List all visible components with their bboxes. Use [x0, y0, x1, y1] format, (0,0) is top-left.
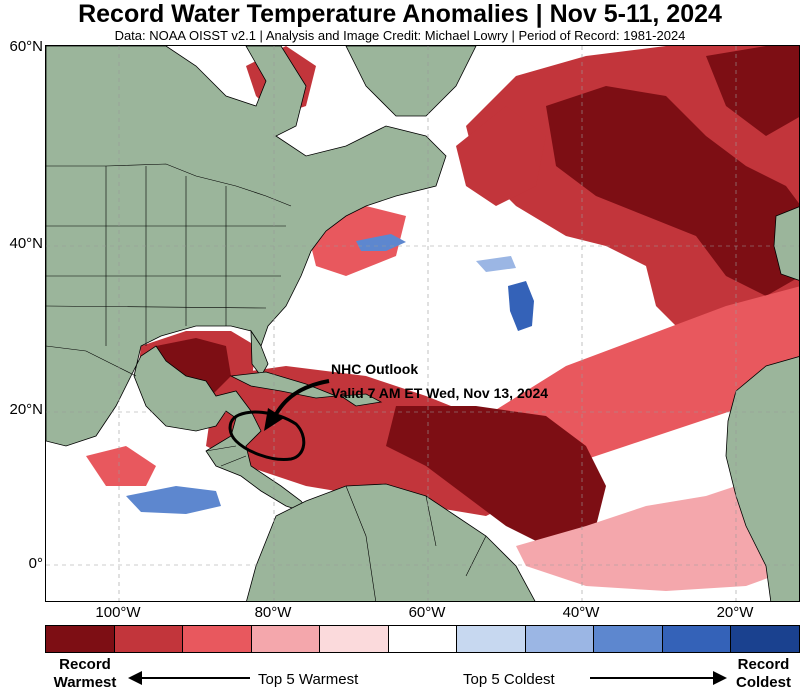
lon-label-20w: 20°W — [716, 604, 754, 621]
border-us-mexico — [46, 345, 137, 377]
lon-label-60w: 60°W — [408, 604, 446, 621]
border-states-1 — [105, 166, 227, 346]
border-central-america — [205, 445, 247, 467]
land-iberia — [773, 206, 799, 281]
nhc-outlook-valid-time: Valid 7 AM ET Wed, Nov 13, 2024 — [331, 385, 548, 401]
political-borders — [46, 163, 487, 601]
anomaly-map: NHC Outlook Valid 7 AM ET Wed, Nov 13, 2… — [46, 46, 799, 601]
land-cuba — [229, 371, 337, 399]
border-states-2 — [46, 225, 286, 309]
record-warm-north-atlantic — [546, 86, 799, 296]
legend-right-line2: Coldest — [735, 674, 791, 691]
scale-cell-3 — [251, 626, 321, 652]
scale-cell-10 — [731, 626, 800, 652]
scale-cell-7 — [525, 626, 595, 652]
lon-label-40w: 40°W — [562, 604, 600, 621]
legend-top5-warmest: Top 5 Warmest — [258, 671, 359, 688]
color-scale — [45, 625, 800, 653]
record-warm-northeast — [706, 46, 799, 136]
lat-label-20n: 20°N — [9, 401, 43, 418]
land-florida — [250, 329, 269, 377]
legend-left-line1: Record — [59, 656, 111, 673]
nhc-outlook-arrowhead — [264, 408, 284, 431]
scale-cell-2 — [183, 626, 252, 652]
border-south-america — [345, 485, 487, 601]
land-masses — [46, 46, 799, 601]
chart-subtitle: Data: NOAA OISST v2.1 | Analysis and Ima… — [114, 28, 686, 43]
lon-label-100w: 100°W — [95, 604, 141, 621]
graticule — [46, 46, 799, 601]
lat-label-60n: 60°N — [9, 38, 43, 55]
scale-cell-9 — [662, 626, 732, 652]
land-hispaniola — [339, 393, 383, 407]
cold-anomaly-gulf-stream — [356, 234, 406, 251]
land-north-america — [46, 46, 447, 515]
scale-cell-6 — [457, 626, 526, 652]
chart-title: Record Water Temperature Anomalies | Nov… — [78, 0, 722, 28]
arrow-right-head — [713, 671, 727, 685]
legend-left-line2: Warmest — [53, 674, 117, 691]
warm-anomaly-south-atlantic — [516, 466, 799, 591]
record-warm-central-atlantic — [386, 406, 606, 546]
cold-anomaly-areas — [126, 234, 534, 514]
scale-cell-4 — [320, 626, 389, 652]
scale-cell-8 — [594, 626, 663, 652]
legend-record-warmest: Record Warmest — [45, 656, 125, 692]
cold-anomaly-pacific — [126, 486, 221, 514]
land-greenland — [345, 46, 477, 117]
lat-label-0: 0° — [28, 555, 43, 572]
map-panel: NHC Outlook Valid 7 AM ET Wed, Nov 13, 2… — [45, 45, 800, 602]
land-south-america — [246, 483, 536, 601]
cold-anomaly-central-atlantic — [508, 281, 534, 331]
warm-anomaly-subtropical-band — [486, 286, 799, 466]
nhc-outlook-title: NHC Outlook — [331, 361, 418, 377]
warm-anomaly-labrador — [456, 106, 546, 206]
nhc-outlook-arrow — [272, 379, 330, 419]
cold-anomaly-east — [476, 256, 516, 272]
arrow-right-shaft — [590, 677, 715, 679]
land-west-africa — [725, 356, 799, 601]
arrow-left-head — [128, 671, 142, 685]
warm-anomaly-pacific — [86, 446, 156, 486]
legend-right-line1: Record — [737, 656, 790, 673]
legend-top5-coldest: Top 5 Coldest — [463, 671, 555, 688]
lon-label-80w: 80°W — [254, 604, 292, 621]
arrow-left-shaft — [140, 677, 250, 679]
lat-label-40n: 40°N — [9, 235, 43, 252]
scale-cell-5 — [388, 626, 458, 652]
scale-cell-1 — [114, 626, 184, 652]
scale-cell-0 — [46, 626, 115, 652]
legend-record-coldest: Record Coldest — [727, 656, 800, 692]
